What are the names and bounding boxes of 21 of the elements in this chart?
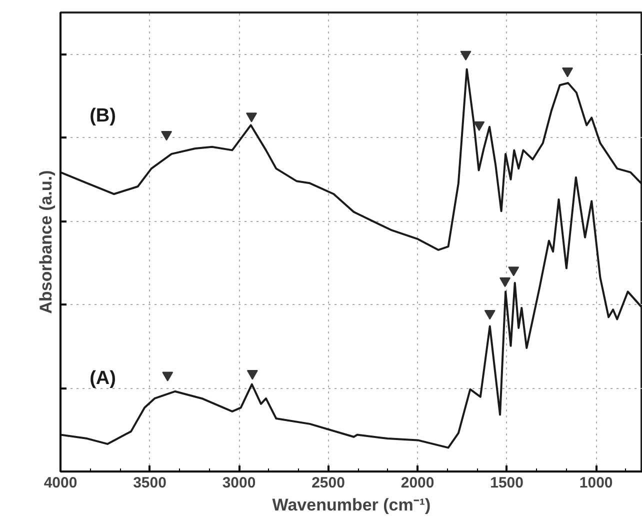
point xyxy=(474,121,485,132)
point xyxy=(460,50,472,60)
x-tick-label: 4000 xyxy=(44,474,78,492)
point xyxy=(161,130,172,141)
x-tick-label: 3500 xyxy=(133,474,166,492)
point xyxy=(562,68,574,78)
x-tick-label: 3000 xyxy=(222,474,256,492)
point xyxy=(246,370,258,380)
point xyxy=(162,372,174,382)
x-tick-label: 1000 xyxy=(579,474,613,492)
point xyxy=(500,277,511,288)
x-axis-title: Wavenumber (cm⁻¹) xyxy=(272,496,431,514)
text: (B) xyxy=(90,105,116,126)
point xyxy=(508,266,520,276)
x-tick-label: 2500 xyxy=(312,474,345,492)
y-axis-title: Absorbance (a.u.) xyxy=(36,170,56,314)
x-tick-label: 2000 xyxy=(400,474,434,492)
series-label: (A) xyxy=(90,368,116,389)
point xyxy=(246,112,258,122)
point xyxy=(484,310,496,320)
x-tick-label: 1500 xyxy=(490,474,524,492)
